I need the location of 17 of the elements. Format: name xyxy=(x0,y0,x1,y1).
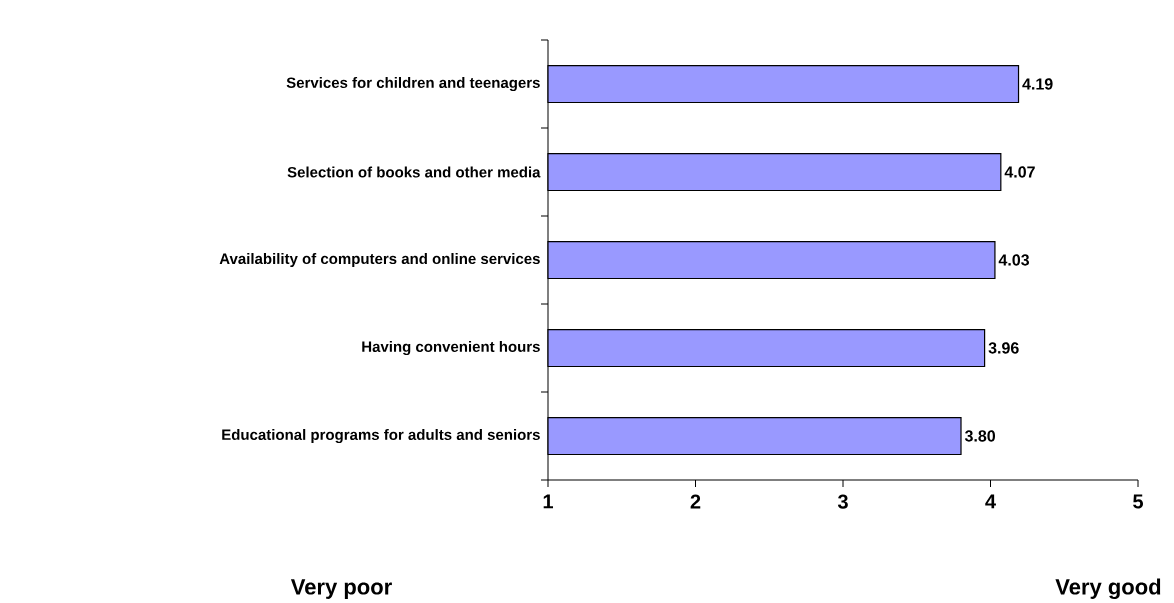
y-tick-label: Having convenient hours xyxy=(362,340,540,356)
x-tick-label: 5 xyxy=(1133,494,1144,509)
y-tick-label: Availability of computers and online services xyxy=(219,253,540,267)
x-tick-label: 1 xyxy=(543,494,554,509)
y-tick-label: Selection of books and other media xyxy=(287,166,541,178)
data-label: 4.03 xyxy=(998,254,1030,266)
x-tick-label: 2 xyxy=(690,494,701,509)
y-tick-label: Educational programs for adults and seniors xyxy=(222,428,540,444)
text: Very poor xyxy=(290,579,392,599)
data-label: 3.80 xyxy=(964,430,996,442)
text: Very good xyxy=(1055,578,1161,600)
y-tick-label: Services for children and teenagers xyxy=(286,76,540,92)
data-label: 4.19 xyxy=(1022,78,1053,90)
data-label: 4.07 xyxy=(1004,166,1035,178)
x-tick-label: 4 xyxy=(985,494,996,509)
data-label: 3.96 xyxy=(988,342,1019,354)
x-tick-label: 3 xyxy=(837,494,848,509)
